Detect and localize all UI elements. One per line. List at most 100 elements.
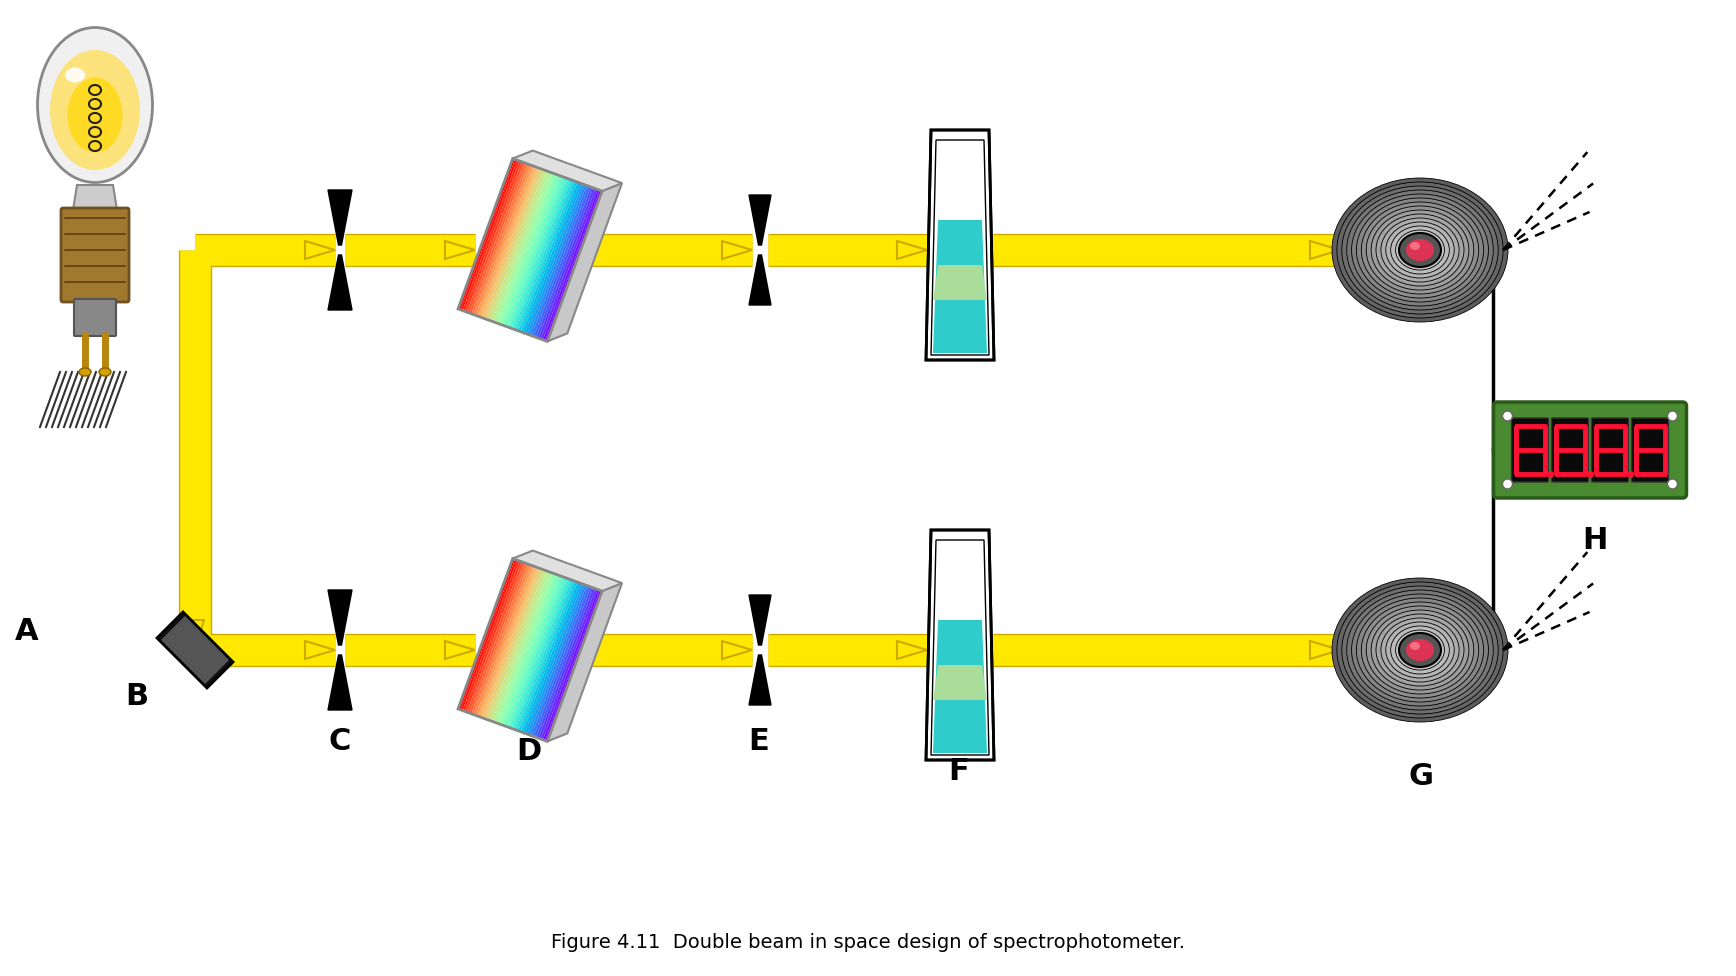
Polygon shape bbox=[328, 590, 352, 645]
Polygon shape bbox=[484, 168, 542, 319]
Ellipse shape bbox=[99, 368, 111, 376]
Polygon shape bbox=[521, 582, 578, 732]
FancyBboxPatch shape bbox=[1493, 402, 1686, 498]
Polygon shape bbox=[490, 170, 547, 321]
Polygon shape bbox=[469, 163, 526, 314]
FancyBboxPatch shape bbox=[75, 299, 116, 336]
Polygon shape bbox=[496, 173, 552, 324]
Polygon shape bbox=[186, 620, 205, 650]
Ellipse shape bbox=[1406, 639, 1434, 661]
Polygon shape bbox=[519, 581, 575, 732]
Ellipse shape bbox=[1406, 638, 1434, 662]
Ellipse shape bbox=[1391, 226, 1450, 274]
Text: C: C bbox=[328, 727, 351, 756]
Text: Figure 4.11  Double beam in space design of spectrophotometer.: Figure 4.11 Double beam in space design … bbox=[550, 933, 1186, 952]
Polygon shape bbox=[306, 641, 335, 659]
Polygon shape bbox=[898, 641, 927, 659]
Ellipse shape bbox=[1377, 214, 1463, 286]
Ellipse shape bbox=[62, 60, 97, 110]
Polygon shape bbox=[500, 174, 557, 325]
Circle shape bbox=[1502, 411, 1512, 421]
Text: E: E bbox=[748, 727, 769, 756]
Polygon shape bbox=[538, 187, 595, 339]
Polygon shape bbox=[529, 585, 587, 736]
Polygon shape bbox=[481, 567, 536, 718]
FancyBboxPatch shape bbox=[1592, 418, 1628, 482]
Ellipse shape bbox=[1352, 594, 1488, 706]
Ellipse shape bbox=[1415, 246, 1425, 254]
Ellipse shape bbox=[1406, 238, 1434, 262]
Polygon shape bbox=[531, 586, 589, 737]
Polygon shape bbox=[519, 181, 575, 332]
Polygon shape bbox=[547, 183, 621, 342]
Ellipse shape bbox=[1332, 578, 1509, 722]
Polygon shape bbox=[161, 616, 229, 684]
Polygon shape bbox=[73, 185, 116, 210]
Polygon shape bbox=[748, 595, 771, 645]
Polygon shape bbox=[477, 566, 535, 717]
Polygon shape bbox=[528, 183, 583, 335]
Polygon shape bbox=[469, 562, 526, 713]
Polygon shape bbox=[925, 530, 995, 760]
Ellipse shape bbox=[1396, 630, 1444, 670]
Ellipse shape bbox=[1337, 582, 1503, 718]
Text: A: A bbox=[16, 617, 38, 646]
Polygon shape bbox=[458, 158, 516, 309]
Polygon shape bbox=[748, 255, 771, 305]
Ellipse shape bbox=[1356, 198, 1484, 302]
Polygon shape bbox=[543, 590, 599, 741]
Polygon shape bbox=[514, 579, 571, 730]
Polygon shape bbox=[932, 620, 988, 753]
Ellipse shape bbox=[1332, 178, 1509, 322]
Polygon shape bbox=[507, 577, 564, 728]
Polygon shape bbox=[481, 167, 536, 318]
Polygon shape bbox=[472, 563, 528, 714]
Ellipse shape bbox=[1415, 646, 1425, 654]
Polygon shape bbox=[722, 241, 752, 259]
Ellipse shape bbox=[50, 50, 141, 170]
Ellipse shape bbox=[1342, 186, 1498, 314]
Circle shape bbox=[1668, 479, 1677, 489]
Polygon shape bbox=[483, 168, 540, 319]
Polygon shape bbox=[467, 162, 524, 313]
Polygon shape bbox=[488, 569, 543, 720]
Polygon shape bbox=[483, 567, 540, 718]
Polygon shape bbox=[476, 165, 533, 316]
Text: H: H bbox=[1581, 526, 1608, 555]
Polygon shape bbox=[509, 577, 566, 728]
Ellipse shape bbox=[1410, 242, 1420, 250]
Polygon shape bbox=[523, 183, 580, 333]
Polygon shape bbox=[474, 564, 531, 715]
Polygon shape bbox=[547, 583, 621, 742]
Polygon shape bbox=[491, 171, 549, 322]
Ellipse shape bbox=[1410, 242, 1430, 258]
Polygon shape bbox=[472, 163, 528, 314]
Ellipse shape bbox=[80, 368, 90, 376]
Polygon shape bbox=[1311, 241, 1340, 259]
Polygon shape bbox=[493, 572, 550, 723]
Text: G: G bbox=[1408, 762, 1432, 791]
Polygon shape bbox=[488, 169, 543, 320]
FancyBboxPatch shape bbox=[1552, 418, 1588, 482]
Polygon shape bbox=[538, 588, 595, 739]
FancyBboxPatch shape bbox=[61, 208, 128, 302]
Polygon shape bbox=[498, 573, 556, 724]
Ellipse shape bbox=[1399, 233, 1441, 267]
Polygon shape bbox=[545, 590, 602, 742]
Polygon shape bbox=[1311, 641, 1340, 659]
Ellipse shape bbox=[1356, 598, 1484, 702]
Polygon shape bbox=[930, 140, 990, 355]
Circle shape bbox=[1502, 479, 1512, 489]
Ellipse shape bbox=[1352, 194, 1488, 306]
Polygon shape bbox=[462, 560, 519, 712]
Ellipse shape bbox=[1347, 190, 1493, 310]
Polygon shape bbox=[512, 578, 568, 729]
Ellipse shape bbox=[1396, 230, 1444, 270]
Polygon shape bbox=[467, 562, 524, 713]
Text: B: B bbox=[125, 682, 148, 711]
Polygon shape bbox=[516, 580, 573, 731]
Polygon shape bbox=[444, 241, 476, 259]
Polygon shape bbox=[528, 584, 583, 735]
Polygon shape bbox=[930, 540, 990, 755]
Polygon shape bbox=[496, 572, 552, 723]
